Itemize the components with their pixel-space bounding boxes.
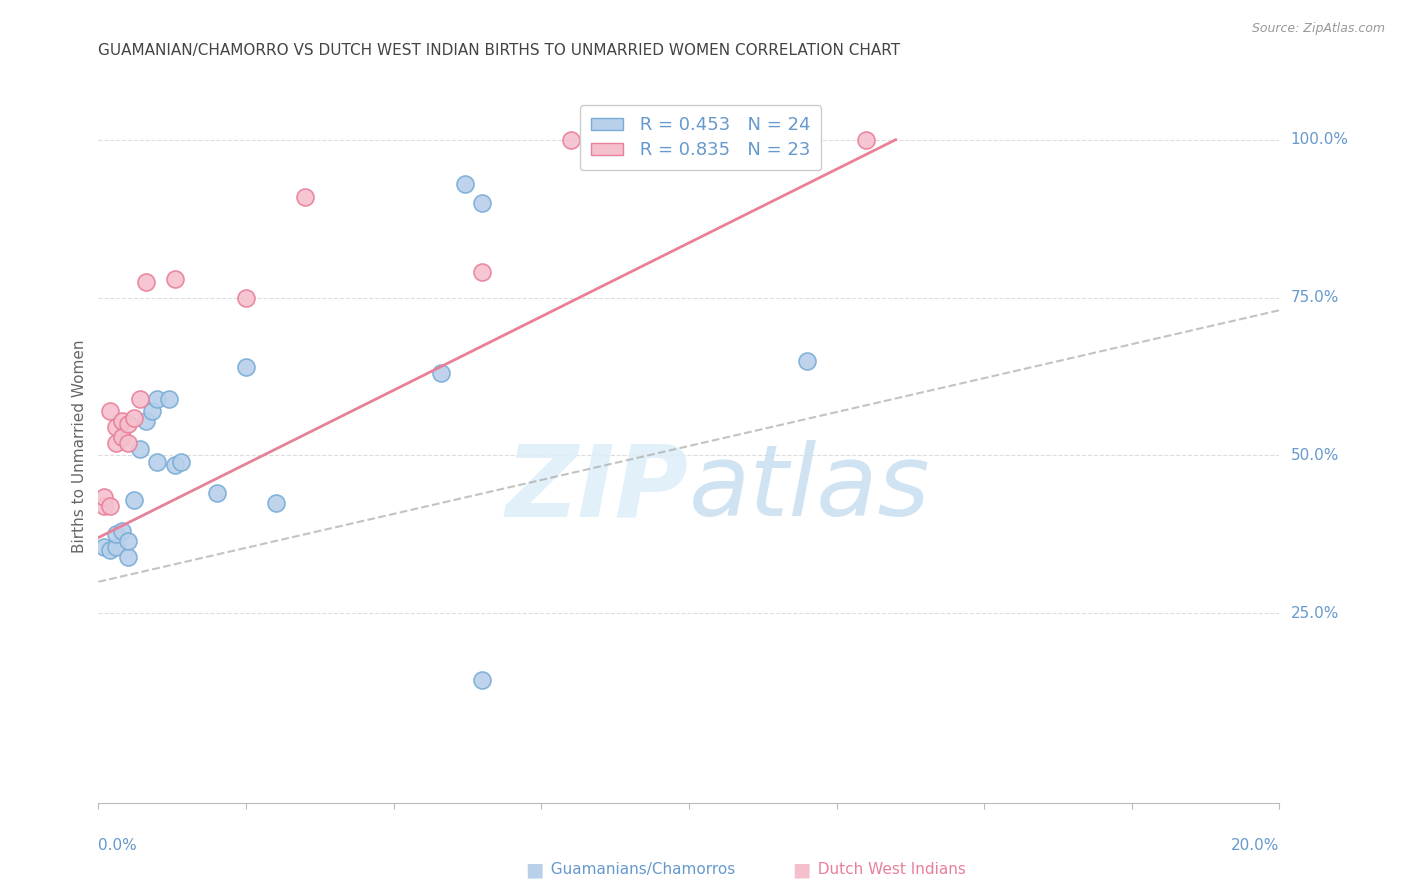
Point (205, 486, 228, 500)
Point (146, 455, 169, 469)
Point (855, 133, 877, 147)
Point (471, 195, 494, 210)
Point (117, 435, 139, 450)
Point (294, 189, 316, 203)
Point (93, 540, 115, 554)
Point (111, 429, 134, 443)
Point (98, 543, 121, 558)
Point (98, 404, 121, 418)
Point (111, 524, 134, 539)
Text: Dutch West Indians: Dutch West Indians (808, 863, 966, 877)
Point (471, 673, 494, 687)
Point (235, 291, 257, 305)
Point (560, 133, 582, 147)
Text: GUAMANIAN/CHAMORRO VS DUTCH WEST INDIAN BIRTHS TO UNMARRIED WOMEN CORRELATION CH: GUAMANIAN/CHAMORRO VS DUTCH WEST INDIAN … (98, 43, 901, 58)
Point (135, 275, 157, 289)
Text: Guamanians/Chamorros: Guamanians/Chamorros (541, 863, 735, 877)
Point (122, 492, 145, 507)
Point (141, 404, 163, 418)
Point (170, 455, 193, 469)
Point (165, 458, 187, 472)
Text: 50.0%: 50.0% (1291, 448, 1339, 463)
Point (165, 271, 187, 285)
Point (264, 496, 287, 510)
Point (235, 360, 257, 375)
Point (93, 499, 115, 513)
Point (117, 533, 139, 548)
Text: ■: ■ (792, 860, 811, 880)
Text: Source: ZipAtlas.com: Source: ZipAtlas.com (1251, 22, 1385, 36)
Text: 75.0%: 75.0% (1291, 290, 1339, 305)
Point (122, 410, 145, 425)
Text: ZIP: ZIP (506, 441, 689, 537)
Text: atlas: atlas (689, 441, 931, 537)
Point (93, 490, 115, 504)
Point (135, 414, 157, 428)
Point (117, 549, 139, 564)
Point (796, 353, 818, 368)
Point (678, 133, 700, 147)
Point (128, 392, 150, 406)
Point (117, 417, 139, 431)
Point (111, 414, 134, 428)
Point (737, 133, 759, 147)
Y-axis label: Births to Unmarried Women: Births to Unmarried Women (72, 339, 87, 553)
Point (430, 367, 453, 381)
Point (146, 392, 169, 406)
Point (453, 177, 475, 191)
Text: 0.0%: 0.0% (98, 838, 138, 853)
Point (105, 435, 128, 450)
Text: ■: ■ (524, 860, 544, 880)
Point (619, 133, 641, 147)
Point (796, 133, 818, 147)
Point (98, 499, 121, 513)
Point (105, 540, 128, 554)
Point (105, 420, 128, 434)
Point (128, 442, 150, 457)
Text: 25.0%: 25.0% (1291, 606, 1339, 621)
Point (157, 392, 180, 406)
Legend:  R = 0.453   N = 24,  R = 0.835   N = 23: R = 0.453 N = 24, R = 0.835 N = 23 (579, 105, 821, 170)
Text: 20.0%: 20.0% (1232, 838, 1279, 853)
Point (471, 265, 494, 279)
Text: 100.0%: 100.0% (1291, 132, 1348, 147)
Point (105, 527, 128, 541)
